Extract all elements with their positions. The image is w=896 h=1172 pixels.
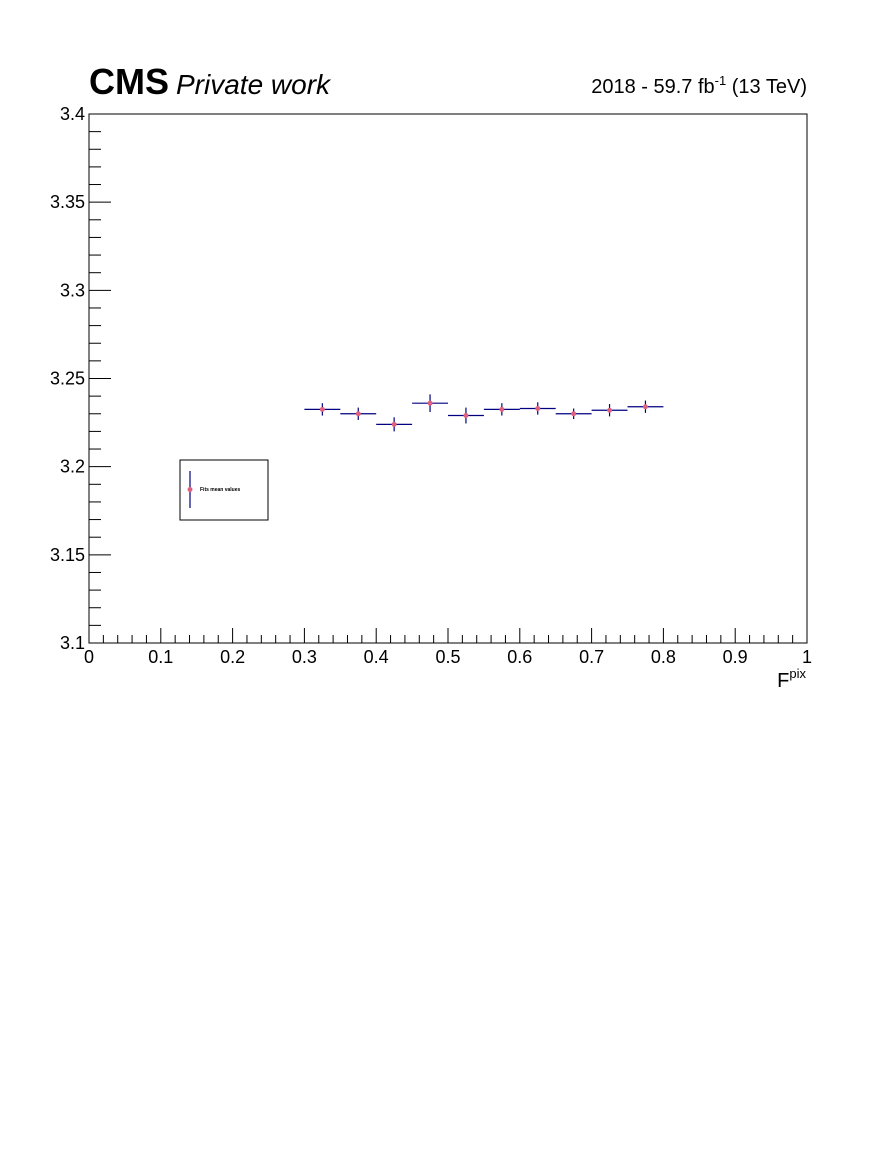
x-tick-label: 0.7 xyxy=(579,647,604,667)
point-marker xyxy=(463,413,469,419)
y-tick-label: 3.4 xyxy=(60,104,85,124)
data-point xyxy=(627,400,664,413)
x-tick-label: 0.4 xyxy=(364,647,389,667)
x-tick-label: 0.8 xyxy=(651,647,676,667)
data-point xyxy=(412,394,448,413)
data-point xyxy=(376,417,413,432)
lumi-label: 2018 - 59.7 fb-1 (13 TeV) xyxy=(591,73,807,98)
x-tick-labels: 0 0.1 0.2 0.3 0.4 0.5 0.6 0.7 0.8 0.9 1 xyxy=(84,647,812,667)
point-marker xyxy=(319,406,325,412)
y-tick-label: 3.3 xyxy=(60,280,85,300)
y-tick-label: 3.35 xyxy=(50,192,85,212)
data-point xyxy=(519,402,556,415)
point-marker xyxy=(642,404,648,410)
legend-box xyxy=(179,459,269,521)
y-tick-label: 3.25 xyxy=(50,369,85,389)
x-tick-label: 0.6 xyxy=(507,647,532,667)
x-tick-label: 1 xyxy=(802,647,812,667)
data-point xyxy=(483,403,520,416)
point-marker xyxy=(499,406,505,412)
cms-label: CMS xyxy=(89,61,169,102)
point-marker xyxy=(391,421,397,427)
axis-ticks xyxy=(88,113,808,644)
legend-label: Fits mean values xyxy=(200,487,241,493)
y-tick-label: 3.2 xyxy=(60,457,85,477)
data-point xyxy=(304,403,341,416)
legend-marker xyxy=(187,487,193,492)
point-marker xyxy=(355,411,361,417)
data-point xyxy=(591,404,628,417)
point-marker xyxy=(427,400,433,406)
x-tick-label: 0.2 xyxy=(220,647,245,667)
x-tick-label: 0.3 xyxy=(292,647,317,667)
plot-frame xyxy=(88,113,808,644)
x-tick-label: 0.1 xyxy=(148,647,173,667)
data-point xyxy=(340,407,377,420)
x-tick-label: 0.5 xyxy=(435,647,460,667)
legend: Fits mean values xyxy=(179,459,269,521)
data-point xyxy=(555,408,592,420)
x-tick-label: 0.9 xyxy=(723,647,748,667)
y-tick-label: 3.15 xyxy=(50,545,85,565)
y-tick-labels: 3.1 3.15 3.2 3.25 3.3 3.35 3.4 xyxy=(50,104,85,653)
x-axis-title: Fpix xyxy=(777,666,806,692)
y-tick-label: 3.1 xyxy=(60,633,85,653)
data-point xyxy=(448,407,484,424)
point-marker xyxy=(607,407,613,413)
point-marker xyxy=(571,411,577,417)
x-tick-label: 0 xyxy=(84,647,94,667)
private-work-label: Private work xyxy=(176,69,332,100)
point-marker xyxy=(535,405,541,411)
data-points xyxy=(304,394,664,432)
